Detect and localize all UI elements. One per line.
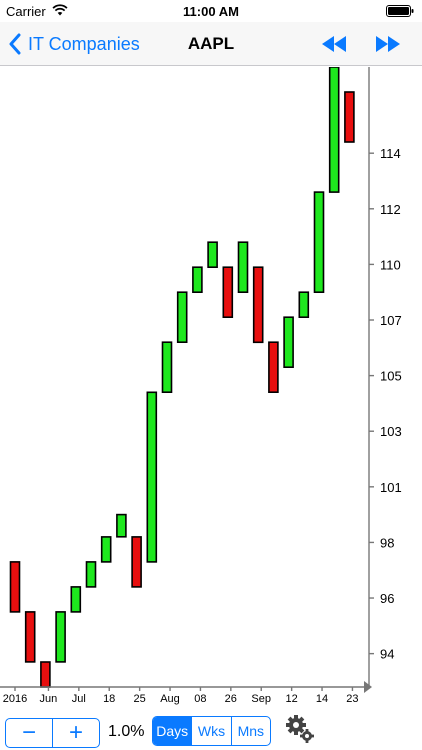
candle-up [161,341,173,394]
candle-down [24,611,36,663]
y-tick-label: 98 [380,535,394,550]
candle-down [9,561,21,613]
y-tick-label: 112 [380,202,401,217]
y-tick-label: 105 [380,369,402,384]
candle-down [222,266,234,318]
fast-forward-icon[interactable] [374,33,402,55]
x-tick-label: 2016 [3,693,27,705]
candle-up [237,241,249,293]
y-tick-label: 107 [380,313,402,328]
candle-up [70,586,82,613]
x-axis-arrow [364,681,372,693]
chevron-left-icon [9,33,21,55]
status-bar: Carrier 11:00 AM [0,0,422,22]
candle-up [146,391,158,563]
zoom-stepper[interactable]: − + [5,718,100,748]
candle-down [268,341,279,394]
y-tick-label: 114 [380,146,401,161]
candles-layer [9,67,355,688]
x-tick-label: 25 [133,693,145,705]
y-tick-label: 110 [380,257,401,272]
candle-down [40,661,51,688]
chart-canvas[interactable]: 94 96 98 101 103 105 107 110 112 114 2016 Jun Jul 18 2… [0,67,422,707]
status-time: 11:00 AM [183,4,239,19]
period-selector[interactable]: Days Wks Mns [152,716,271,746]
x-tick-label: Jun [40,693,58,705]
candle-up [207,241,218,268]
battery-icon [386,5,414,17]
y-tick-label: 101 [380,480,402,495]
x-tick-label: 12 [285,693,297,705]
period-months-button[interactable]: Mns [230,717,270,745]
x-tick-label: Sep [251,693,271,705]
period-weeks-button[interactable]: Wks [191,717,230,745]
back-button-label: IT Companies [28,33,140,54]
candle-up [176,291,188,343]
candle-up [283,316,294,368]
candle-down [344,91,355,143]
bottom-toolbar: − + 1.0% Days Wks Mns [0,710,422,750]
gear-icon[interactable] [285,714,315,744]
y-tick-label: 94 [380,647,394,662]
period-days-button[interactable]: Days [153,717,192,745]
candle-up [313,191,325,293]
candle-up [298,291,310,318]
candle-up [328,67,340,193]
x-tick-label: Jul [72,693,86,705]
candle-up [192,266,203,293]
candle-up [55,611,66,663]
axis-layer: 94 96 98 101 103 105 107 110 112 114 2016 Jun Jul 18 2… [0,67,402,705]
candle-down [252,266,264,344]
page-title: AAPL [187,34,235,53]
rewind-icon[interactable] [320,33,348,55]
candlestick-chart[interactable]: 94 96 98 101 103 105 107 110 112 114 2016 Jun Jul 18 2… [0,67,422,707]
candle-up [85,561,97,588]
x-tick-label: 23 [346,693,358,705]
x-tick-label: 26 [225,693,237,705]
candle-up [100,536,112,563]
y-tick-label: 96 [380,591,394,606]
plus-button[interactable]: + [52,719,99,747]
candle-down [131,536,142,588]
minus-button[interactable]: − [21,719,36,746]
candle-up [116,513,127,538]
y-tick-label: 103 [380,424,402,439]
x-tick-label: Aug [160,693,180,705]
x-tick-label: 08 [194,693,206,705]
back-button[interactable]: IT Companies [8,31,140,57]
x-tick-label: 18 [103,693,115,705]
carrier-label: Carrier [6,4,46,19]
wifi-icon [52,4,68,16]
x-tick-label: 14 [316,693,328,705]
navigation-bar: IT Companies AAPL [0,22,422,66]
percent-label: 1.0% [108,723,145,740]
